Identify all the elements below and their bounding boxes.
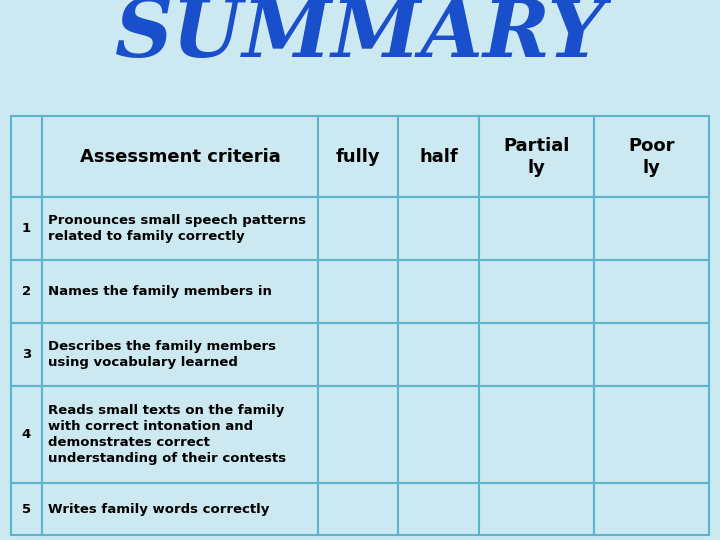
Bar — [42, 483, 318, 535]
Text: Writes family words correctly: Writes family words correctly — [48, 503, 269, 516]
Bar — [42, 323, 318, 386]
Bar — [398, 323, 479, 386]
Bar — [594, 260, 709, 323]
Bar — [42, 386, 318, 483]
Bar — [11, 323, 42, 386]
Bar — [42, 260, 318, 323]
Bar — [42, 198, 318, 260]
Bar — [398, 483, 479, 535]
Bar — [318, 386, 398, 483]
Bar — [479, 116, 594, 198]
Bar — [318, 198, 398, 260]
Bar — [594, 323, 709, 386]
Bar — [11, 483, 42, 535]
Bar — [594, 386, 709, 483]
Text: fully: fully — [336, 148, 381, 166]
Text: Assessment criteria: Assessment criteria — [80, 148, 281, 166]
Text: Reads small texts on the family
with correct intonation and
demonstrates correct: Reads small texts on the family with cor… — [48, 404, 286, 465]
Text: 2: 2 — [22, 285, 31, 298]
Bar — [398, 116, 479, 198]
Bar — [398, 386, 479, 483]
Text: SUMMARY: SUMMARY — [114, 0, 606, 74]
Bar — [11, 260, 42, 323]
Text: half: half — [419, 148, 458, 166]
Bar — [11, 198, 42, 260]
Bar — [318, 483, 398, 535]
Bar — [479, 483, 594, 535]
Bar — [594, 198, 709, 260]
Text: Describes the family members
using vocabulary learned: Describes the family members using vocab… — [48, 340, 276, 369]
Bar — [11, 116, 42, 198]
Bar — [318, 116, 398, 198]
Bar — [479, 386, 594, 483]
Text: Pronounces small speech patterns
related to family correctly: Pronounces small speech patterns related… — [48, 214, 306, 244]
Bar — [479, 198, 594, 260]
Bar — [318, 260, 398, 323]
Bar — [594, 116, 709, 198]
Bar — [594, 483, 709, 535]
Text: Names the family members in: Names the family members in — [48, 285, 272, 298]
Text: Poor
ly: Poor ly — [629, 137, 675, 177]
Text: 1: 1 — [22, 222, 31, 235]
Text: 4: 4 — [22, 428, 31, 441]
Bar — [479, 260, 594, 323]
Bar — [479, 323, 594, 386]
Bar — [11, 386, 42, 483]
Text: 3: 3 — [22, 348, 31, 361]
Bar — [398, 198, 479, 260]
Bar — [398, 260, 479, 323]
Bar — [42, 116, 318, 198]
Text: 5: 5 — [22, 503, 31, 516]
Text: Partial
ly: Partial ly — [503, 137, 570, 177]
Bar — [318, 323, 398, 386]
